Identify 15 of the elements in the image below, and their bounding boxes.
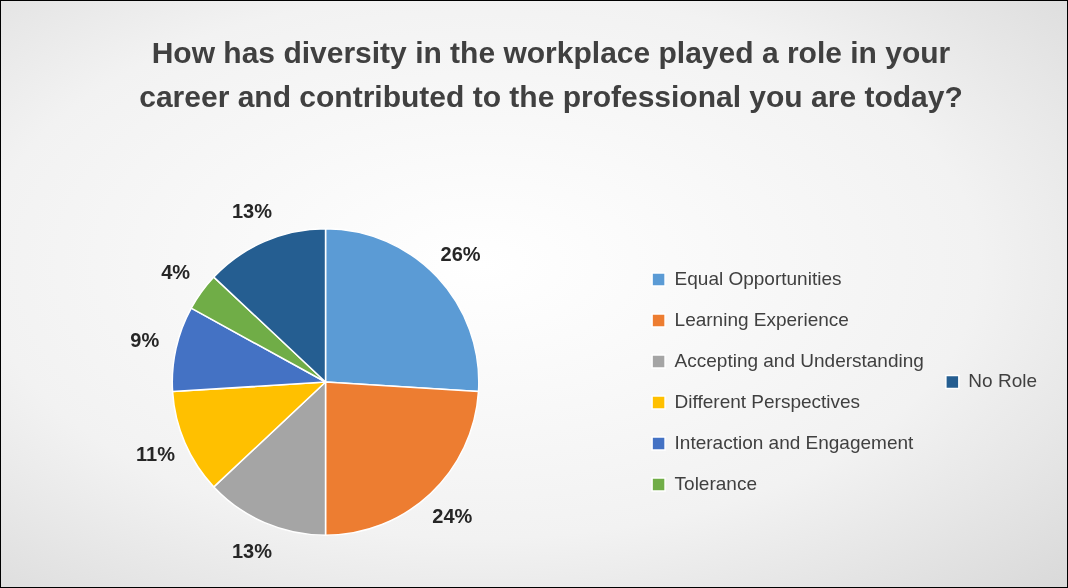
chart-title: How has diversity in the workplace played a role in your career and contributed to the professional you are today? <box>138 35 964 115</box>
legend-label: Accepting and Understanding <box>674 349 924 371</box>
legend-label: Tolerance <box>674 472 757 494</box>
data-label: 4% <box>161 260 191 283</box>
legend-label: No Role <box>968 370 1038 392</box>
legend-label: Equal Opportunities <box>674 267 842 289</box>
legend-label: Interaction and Engagement <box>674 431 915 453</box>
data-label: 11% <box>136 443 176 466</box>
data-label: 13% <box>231 199 273 222</box>
data-label: 9% <box>130 329 160 352</box>
legend-label: Learning Experience <box>674 308 849 330</box>
data-label: 26% <box>440 242 481 265</box>
data-label: 24% <box>432 504 473 527</box>
data-label: 13% <box>231 539 273 562</box>
legend-label: Different Perspectives <box>674 390 861 412</box>
